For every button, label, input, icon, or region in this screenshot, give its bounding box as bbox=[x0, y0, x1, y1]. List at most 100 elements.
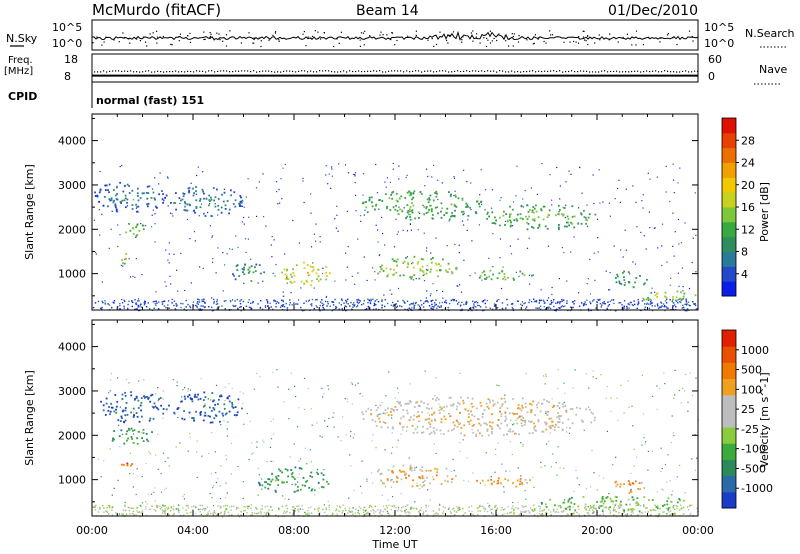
echo-cell bbox=[411, 485, 414, 488]
noise-point bbox=[377, 229, 379, 231]
noise-point bbox=[146, 503, 148, 505]
echo-cell bbox=[483, 270, 486, 273]
echo-cell bbox=[573, 226, 576, 229]
echo-cell bbox=[400, 471, 403, 473]
ground-scatter-point bbox=[649, 301, 652, 303]
noise-point bbox=[270, 506, 272, 508]
ground-scatter-point bbox=[428, 305, 431, 307]
ground-scatter-point bbox=[137, 511, 139, 514]
ground-scatter-point bbox=[108, 304, 111, 306]
ground-scatter-point bbox=[523, 505, 525, 508]
echo-cell bbox=[105, 184, 108, 187]
ground-scatter-point bbox=[246, 505, 249, 507]
ground-scatter-point bbox=[696, 507, 698, 509]
noise-point bbox=[101, 281, 103, 283]
noise-point bbox=[149, 452, 152, 455]
echo-cell bbox=[429, 271, 432, 273]
noise-point bbox=[226, 492, 228, 494]
echo-cell bbox=[254, 270, 257, 272]
echo-cell bbox=[416, 415, 418, 418]
echo-cell bbox=[221, 412, 224, 415]
echo-cell bbox=[384, 412, 386, 415]
ground-scatter-point bbox=[597, 298, 599, 301]
echo-cell bbox=[567, 221, 570, 224]
noise-point bbox=[322, 272, 324, 275]
noise-point bbox=[331, 175, 333, 177]
echo-cell bbox=[616, 273, 619, 276]
echo-cell bbox=[480, 404, 483, 407]
echo-cell bbox=[130, 391, 132, 393]
ground-scatter-point bbox=[385, 504, 388, 507]
nsearch-point bbox=[129, 42, 131, 44]
noise-point bbox=[378, 208, 380, 210]
noise-point bbox=[498, 385, 500, 387]
nsearch-point bbox=[323, 32, 325, 34]
ground-scatter-point bbox=[686, 309, 688, 312]
noise-point bbox=[544, 465, 546, 467]
ground-scatter-point bbox=[691, 504, 693, 506]
echo-cell bbox=[391, 408, 394, 411]
echo-cell bbox=[183, 418, 186, 421]
noise-point bbox=[460, 291, 463, 293]
echo-cell bbox=[551, 420, 553, 423]
ground-scatter-point bbox=[411, 303, 413, 305]
ground-scatter-point bbox=[378, 511, 381, 513]
echo-cell bbox=[504, 478, 507, 480]
noise-point bbox=[126, 205, 129, 207]
noise-point bbox=[192, 509, 194, 511]
echo-cell bbox=[121, 410, 124, 413]
ground-scatter-point bbox=[316, 306, 318, 308]
ground-scatter-point bbox=[162, 300, 165, 303]
echo-cell bbox=[422, 271, 425, 273]
ground-scatter-point bbox=[176, 304, 178, 306]
echo-cell bbox=[311, 270, 314, 273]
echo-cell bbox=[395, 260, 398, 263]
ground-scatter-point bbox=[390, 509, 392, 511]
ground-scatter-point bbox=[311, 298, 314, 301]
nsearch-point bbox=[310, 37, 312, 39]
noise-point bbox=[490, 476, 492, 478]
nave-point bbox=[529, 70, 531, 72]
noise-point bbox=[171, 298, 173, 300]
echo-cell bbox=[615, 500, 618, 502]
ground-scatter-point bbox=[425, 506, 427, 508]
ground-scatter-point bbox=[676, 507, 678, 510]
ground-scatter-point bbox=[613, 514, 615, 516]
echo-cell bbox=[129, 229, 132, 232]
ground-scatter-point bbox=[397, 509, 400, 511]
echo-cell bbox=[541, 430, 544, 433]
echo-cell bbox=[104, 414, 107, 416]
echo-cell bbox=[396, 258, 399, 261]
ground-scatter-point bbox=[300, 306, 302, 309]
echo-cell bbox=[387, 469, 390, 471]
ground-scatter-point bbox=[104, 302, 106, 305]
noise-point bbox=[333, 412, 335, 414]
ground-scatter-point bbox=[250, 302, 252, 304]
echo-cell bbox=[566, 215, 569, 218]
colorbar-segment bbox=[722, 346, 736, 363]
ground-scatter-point bbox=[168, 307, 170, 309]
noise-point bbox=[520, 475, 522, 477]
nsearch-point bbox=[319, 38, 322, 40]
ground-scatter-point bbox=[382, 505, 385, 507]
ground-scatter-point bbox=[584, 507, 586, 509]
noise-point bbox=[141, 274, 143, 276]
echo-cell bbox=[635, 502, 638, 505]
echo-cell bbox=[213, 408, 216, 411]
noise-point bbox=[673, 192, 675, 194]
echo-cell bbox=[164, 196, 166, 199]
ground-scatter-point bbox=[373, 510, 375, 512]
noise-point bbox=[299, 458, 302, 460]
echo-cell bbox=[557, 421, 559, 423]
nsearch-point bbox=[504, 35, 506, 37]
echo-cell bbox=[403, 470, 406, 473]
nave-point bbox=[364, 70, 366, 73]
echo-cell bbox=[223, 403, 226, 406]
echo-cell bbox=[161, 190, 163, 192]
echo-cell bbox=[416, 401, 418, 404]
echo-cell bbox=[476, 407, 478, 410]
echo-cell bbox=[377, 470, 379, 473]
colorbar-tick-label: -100 bbox=[741, 443, 766, 456]
noise-point bbox=[688, 287, 691, 290]
echo-cell bbox=[506, 424, 508, 427]
